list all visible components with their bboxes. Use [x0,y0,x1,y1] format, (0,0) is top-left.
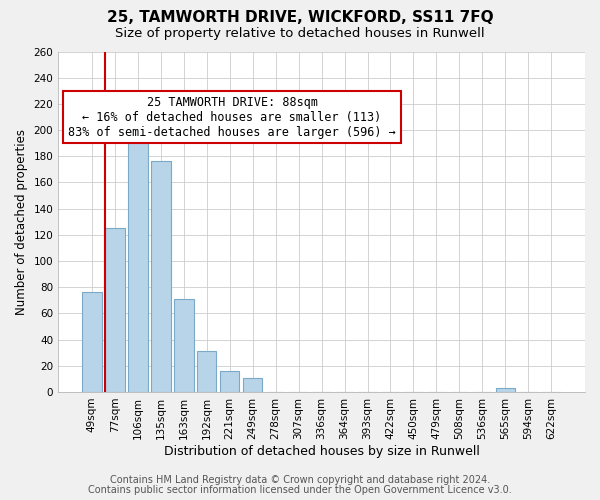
Y-axis label: Number of detached properties: Number of detached properties [15,128,28,314]
Text: Size of property relative to detached houses in Runwell: Size of property relative to detached ho… [115,28,485,40]
Text: 25, TAMWORTH DRIVE, WICKFORD, SS11 7FQ: 25, TAMWORTH DRIVE, WICKFORD, SS11 7FQ [107,10,493,25]
Bar [82,292,101,392]
Text: 25 TAMWORTH DRIVE: 88sqm
← 16% of detached houses are smaller (113)
83% of semi-: 25 TAMWORTH DRIVE: 88sqm ← 16% of detach… [68,96,396,139]
Bar [197,352,217,392]
Bar [243,378,262,392]
Bar [496,388,515,392]
Bar [220,371,239,392]
Bar [105,228,125,392]
Text: Contains HM Land Registry data © Crown copyright and database right 2024.: Contains HM Land Registry data © Crown c… [110,475,490,485]
Bar [128,121,148,392]
X-axis label: Distribution of detached houses by size in Runwell: Distribution of detached houses by size … [164,444,479,458]
Bar [151,162,170,392]
Bar [174,299,194,392]
Text: Contains public sector information licensed under the Open Government Licence v3: Contains public sector information licen… [88,485,512,495]
